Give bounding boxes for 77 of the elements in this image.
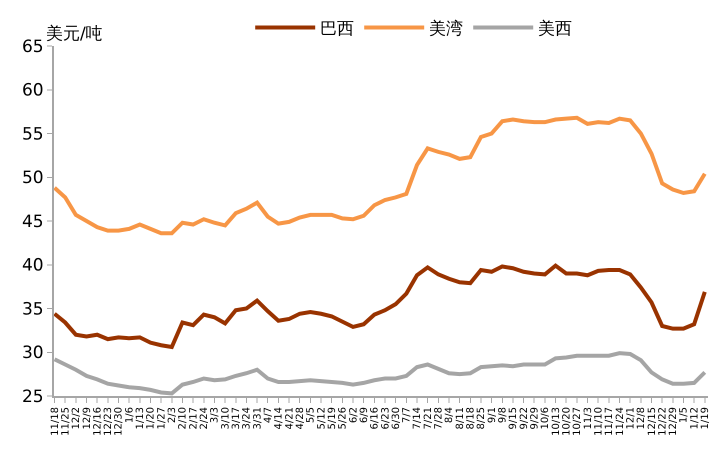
y-tick-label: 40: [22, 256, 44, 276]
x-tick-label: 9/1: [486, 407, 498, 424]
x-tick-label: 11/25: [60, 407, 72, 436]
y-tick-label: 55: [22, 124, 44, 144]
x-tick-label: 3/17: [231, 407, 242, 430]
x-tick-label: 6/9: [358, 407, 370, 424]
x-tick-label: 11/18: [50, 407, 61, 436]
y-axis-title: 美元/吨: [46, 24, 103, 44]
x-tick-label: 9/15: [508, 407, 520, 430]
x-tick-label: 7/14: [412, 407, 424, 430]
x-tick-label: 3/31: [252, 407, 264, 430]
x-tick-label: 12/29: [668, 407, 680, 436]
x-tick-label: 7/7: [402, 407, 413, 424]
x-tick-label: 1/20: [146, 407, 157, 430]
x-tick-label: 6/30: [390, 407, 402, 430]
line-series: [54, 116, 707, 236]
x-tick-label: 8/25: [476, 407, 488, 430]
x-tick-label: 10/13: [550, 407, 562, 436]
x-tick-label: 4/28: [294, 407, 306, 430]
x-tick-label: 3/3: [210, 407, 221, 424]
y-tick-label: 45: [22, 212, 44, 232]
x-tick-label: 12/22: [657, 407, 668, 436]
x-tick-label: 5/26: [338, 407, 349, 430]
x-tick-label: 2/10: [178, 407, 189, 430]
x-tick-label: 8/11: [454, 407, 466, 430]
x-tick-label: 5/12: [316, 407, 328, 430]
line-series: [54, 264, 707, 349]
x-tick-label: 11/3: [582, 407, 594, 430]
x-tick-label: 12/30: [114, 407, 125, 436]
x-tick-label: 10/6: [540, 407, 552, 430]
x-tick-label: 2/3: [167, 407, 178, 424]
x-tick-label: 1/27: [156, 407, 168, 430]
x-tick-label: 6/2: [348, 407, 360, 424]
x-tick-label: 6/23: [380, 407, 392, 430]
x-tick-label: 12/2: [71, 407, 82, 430]
y-tick-label: 25: [22, 386, 44, 407]
x-tick-label: 9/8: [498, 407, 509, 424]
x-tick-label: 3/10: [220, 407, 232, 430]
x-tick-label: 7/28: [434, 407, 445, 430]
x-tick-label: 4/21: [284, 407, 296, 430]
y-tick-label: 60: [22, 80, 44, 101]
x-tick-label: 1/13: [135, 407, 146, 430]
x-tick-label: 8/4: [444, 407, 456, 424]
legend-label: 巴西: [320, 19, 354, 40]
x-tick-label: 8/18: [466, 407, 477, 430]
x-tick-label: 11/24: [614, 407, 626, 436]
legend-label: 美西: [538, 19, 572, 40]
y-tick-label: 30: [22, 343, 44, 364]
x-tick-label: 10/27: [572, 407, 584, 436]
x-tick-label: 4/14: [274, 407, 285, 430]
y-tick-label: 65: [22, 36, 44, 57]
x-tick-label: 1/5: [678, 407, 690, 424]
x-tick-label: 6/16: [370, 407, 381, 430]
x-tick-label: 2/17: [188, 407, 200, 430]
x-tick-label: 12/8: [636, 407, 648, 430]
x-tick-label: 12/1: [625, 407, 636, 430]
x-tick-label: 10/20: [561, 407, 572, 436]
y-tick-label: 35: [22, 299, 44, 320]
x-tick-label: 12/9: [82, 407, 93, 430]
x-tick-label: 9/22: [518, 407, 530, 430]
x-tick-label: 11/17: [604, 407, 616, 436]
x-tick-label: 11/10: [593, 407, 604, 436]
x-tick-label: 1/12: [689, 407, 700, 430]
x-tick-label: 12/15: [646, 407, 658, 436]
x-tick-label: 3/24: [242, 407, 253, 430]
x-tick-label: 5/5: [306, 407, 317, 424]
x-tick-label: 12/23: [103, 407, 114, 436]
x-tick-label: 5/19: [326, 407, 338, 430]
x-tick-label: 12/16: [92, 407, 104, 436]
y-tick-label: 50: [22, 168, 44, 188]
legend-label: 美湾: [429, 19, 464, 40]
x-tick-label: 1/19: [700, 407, 712, 430]
x-tick-label: 9/29: [529, 407, 540, 430]
x-tick-label: 1/6: [124, 407, 136, 424]
x-tick-label: 2/24: [199, 407, 210, 430]
x-tick-label: 7/21: [422, 407, 434, 430]
x-tick-label: 4/7: [262, 407, 274, 424]
